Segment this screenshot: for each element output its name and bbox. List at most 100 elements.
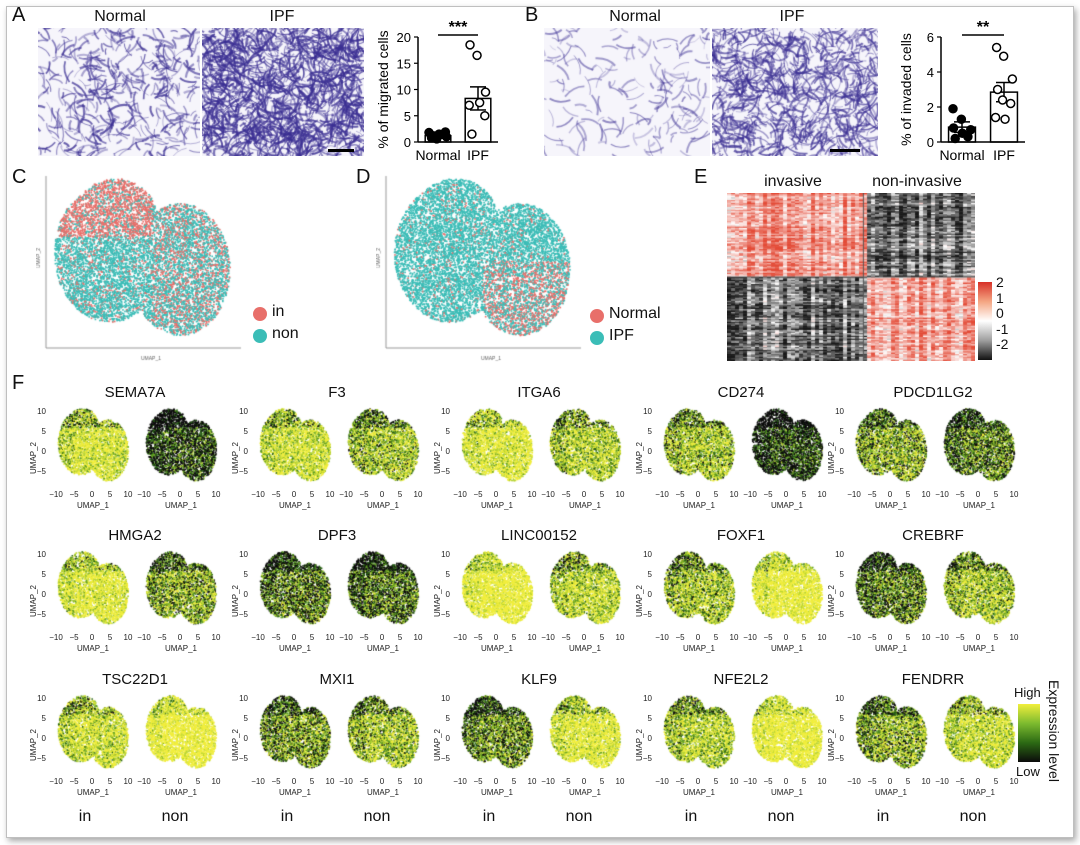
column-label-in: in — [876, 808, 890, 825]
gene-name: CD274 — [717, 384, 765, 401]
y-axis-label: UMAP_2 — [635, 728, 644, 761]
y-tick-label: −5 — [835, 467, 845, 476]
y-tick-label: −5 — [37, 610, 47, 619]
x-tick-label: IPF — [993, 147, 1015, 163]
column-label-in: in — [482, 808, 496, 825]
heatmap-colorbar — [978, 282, 992, 360]
y-tick-label: 0 — [244, 590, 249, 599]
y-tick-label: 10 — [37, 407, 46, 416]
x-tick-label: −5 — [271, 633, 281, 642]
x-tick-label: −5 — [763, 777, 773, 786]
y-tick-label: 10 — [835, 694, 844, 703]
y-tick-label: 5 — [840, 714, 845, 723]
x-tick-label: 5 — [600, 633, 605, 642]
panel-label-a: A — [12, 4, 26, 26]
x-tick-label: 5 — [994, 633, 999, 642]
umap-feature-non — [140, 549, 222, 631]
y-axis-label: UMAP_2 — [231, 728, 240, 761]
x-axis-label: UMAP_1 — [683, 501, 716, 510]
x-tick-label: −5 — [867, 633, 877, 642]
y-tick-label: 0 — [446, 734, 451, 743]
umap-feature-non — [746, 693, 828, 775]
data-point — [428, 130, 438, 141]
data-point — [1005, 98, 1016, 109]
panel-label-f: F — [12, 372, 25, 394]
x-tick-label: −5 — [955, 633, 965, 642]
invasion-image-normal — [544, 28, 710, 156]
x-tick-label: 5 — [310, 777, 315, 786]
feature-plot: LINC00152 10 5 0 −5 UMAP_2 −10 −5 0 5 10 UMAP_1 −10−… — [433, 523, 629, 663]
y-tick-label: 10 — [37, 694, 46, 703]
y-axis-label: UMAP_2 — [433, 441, 442, 474]
x-tick-label: −10 — [935, 490, 949, 499]
y-tick-label: −5 — [239, 467, 249, 476]
y-tick-label: 10 — [441, 550, 450, 559]
x-axis-label: UMAP_1 — [279, 788, 312, 797]
data-point — [472, 50, 482, 61]
y-axis-label: % of migrated cells — [375, 30, 391, 148]
x-tick-label: −10 — [847, 490, 861, 499]
x-tick-label: 5 — [108, 490, 113, 499]
y-tick-label: 4 — [927, 65, 934, 80]
x-tick-label: 10 — [1010, 490, 1019, 499]
x-tick-label: 10 — [528, 777, 537, 786]
x-axis-label: UMAP_1 — [569, 644, 602, 653]
data-point — [465, 40, 475, 50]
data-point — [1007, 74, 1018, 84]
y-axis-label: UMAP_2 — [433, 584, 442, 617]
y-tick-label: 5 — [446, 714, 451, 723]
x-tick-label: −10 — [453, 633, 467, 642]
x-tick-label: 0 — [380, 777, 385, 786]
legend-swatch-in — [253, 307, 267, 321]
x-tick-label: −5 — [473, 633, 483, 642]
scale-tick: 1 — [996, 289, 1004, 306]
x-tick-label: −5 — [157, 633, 167, 642]
x-axis-label: UMAP_1 — [771, 644, 804, 653]
x-tick-label: −10 — [49, 633, 63, 642]
x-axis-label: UMAP_1 — [875, 501, 908, 510]
x-tick-label: 0 — [582, 633, 587, 642]
x-tick-label: 0 — [178, 777, 183, 786]
x-tick-label: 10 — [616, 777, 625, 786]
y-tick-label: 0 — [648, 447, 653, 456]
y-tick-label: 0 — [446, 590, 451, 599]
x-tick-label: −10 — [339, 777, 353, 786]
gene-name: FENDRR — [901, 671, 965, 688]
x-tick-label: 10 — [212, 777, 221, 786]
x-tick-label: 0 — [582, 490, 587, 499]
y-tick-label: 0 — [404, 135, 411, 150]
data-point — [1000, 114, 1010, 124]
panel-a-header-ipf: IPF — [269, 8, 295, 25]
x-axis-label: UMAP_1 — [481, 788, 514, 797]
expression-colorbar — [1018, 704, 1040, 762]
gene-name: CREBRF — [902, 527, 964, 544]
y-tick-label: 0 — [648, 734, 653, 743]
x-tick-label: 10 — [528, 633, 537, 642]
column-label-non: non — [363, 808, 391, 825]
y-axis-label: UMAP_2 — [29, 441, 38, 474]
x-tick-label: 0 — [976, 490, 981, 499]
x-tick-label: 0 — [888, 490, 893, 499]
y-tick-label: −5 — [239, 610, 249, 619]
x-axis-label: UMAP_1 — [165, 501, 198, 510]
x-tick-label: −10 — [453, 777, 467, 786]
x-tick-label: 10 — [818, 777, 827, 786]
scale-tick: -1 — [996, 320, 1009, 337]
x-tick-label: −5 — [955, 777, 965, 786]
x-axis-label: UMAP_1 — [875, 644, 908, 653]
y-tick-label: 0 — [244, 734, 249, 743]
panel-label-b: B — [525, 4, 539, 26]
y-tick-label: 0 — [927, 135, 934, 150]
x-tick-label: Normal — [939, 147, 984, 163]
y-tick-label: 15 — [397, 56, 411, 71]
y-tick-label: 6 — [927, 30, 934, 45]
x-axis-label: UMAP_1 — [963, 788, 996, 797]
umap-feature-in — [52, 693, 134, 775]
x-tick-label: −10 — [655, 490, 669, 499]
x-tick-label: 10 — [922, 490, 931, 499]
